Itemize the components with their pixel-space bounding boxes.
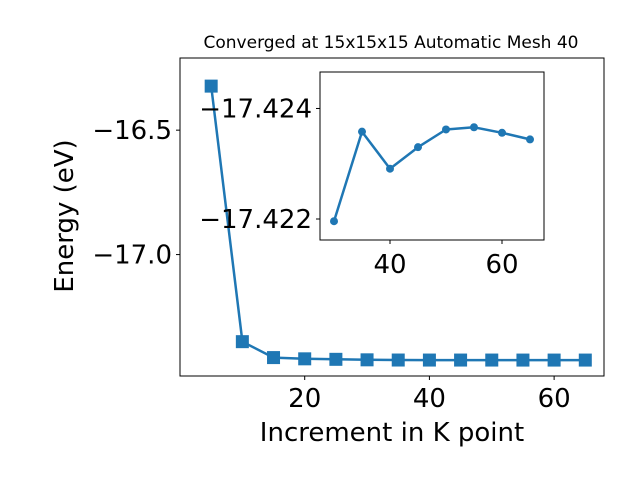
main-x-tick-label: 40: [413, 384, 446, 414]
inset-plot-frame: [319, 71, 545, 241]
main-data-point: [516, 353, 530, 367]
inset-data-point: [358, 127, 366, 136]
inset-data-point: [470, 123, 478, 132]
main-data-point: [578, 353, 592, 367]
chart-title: Converged at 15x15x15 Automatic Mesh 40: [204, 33, 579, 53]
inset-energy-series: [330, 123, 534, 226]
inset-series-line: [332, 126, 531, 222]
main-x-ticks: 20 40 60: [288, 376, 571, 414]
inset-data-point: [330, 217, 338, 226]
inset-data-point: [526, 135, 534, 144]
x-axis-label: Increment in K point: [260, 418, 524, 448]
inset-data-point: [498, 128, 506, 137]
main-y-tick-label: −17.0: [92, 241, 172, 271]
inset-x-ticks: 40 60: [373, 240, 519, 280]
inset-x-tick-label: 60: [485, 250, 518, 280]
main-data-point: [454, 353, 468, 367]
main-y-ticks: −17.0 −16.5: [92, 116, 180, 271]
inset-y-tick-label: −17.422: [199, 205, 312, 235]
inset-data-point: [386, 164, 394, 173]
inset-data-point: [442, 125, 450, 134]
main-data-point: [204, 79, 218, 93]
main-data-point: [485, 353, 499, 367]
main-data-point: [235, 335, 249, 349]
main-data-point: [360, 353, 374, 367]
main-x-tick-label: 20: [288, 384, 321, 414]
main-energy-series: [204, 79, 592, 367]
inset-y-ticks: −17.424 −17.422: [199, 94, 320, 235]
inset-x-tick-label: 40: [373, 250, 406, 280]
y-axis-label: Energy (eV): [50, 139, 80, 292]
inset-data-point: [414, 143, 422, 152]
main-data-point: [329, 352, 343, 366]
main-data-point: [267, 351, 281, 365]
main-data-point: [422, 353, 436, 367]
main-data-point: [547, 353, 561, 367]
main-y-tick-label: −16.5: [92, 116, 172, 146]
main-data-point: [298, 352, 312, 366]
inset-y-tick-label: −17.424: [199, 94, 312, 124]
main-x-tick-label: 60: [538, 384, 571, 414]
main-data-point: [391, 353, 405, 367]
